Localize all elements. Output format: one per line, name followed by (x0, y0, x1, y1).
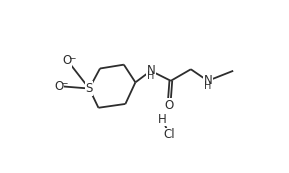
Text: O: O (62, 54, 71, 67)
Text: H: H (147, 71, 155, 81)
Text: H: H (158, 113, 167, 126)
Text: O: O (55, 80, 64, 93)
Text: S: S (86, 82, 93, 95)
Text: −: − (68, 53, 75, 62)
Text: −: − (60, 79, 68, 88)
Text: O: O (165, 99, 174, 112)
Text: Cl: Cl (164, 128, 175, 141)
Text: N: N (203, 74, 212, 87)
Text: H: H (204, 81, 212, 91)
Text: N: N (147, 64, 155, 77)
